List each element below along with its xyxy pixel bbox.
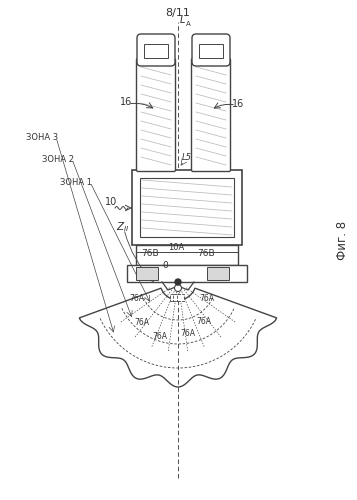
Text: 76A: 76A [199, 294, 214, 304]
Text: 76A: 76A [180, 330, 195, 338]
Text: A: A [186, 21, 191, 27]
Text: L: L [180, 15, 185, 25]
Bar [132, 170, 242, 245]
Text: 16: 16 [232, 99, 244, 109]
Text: 16: 16 [120, 97, 132, 107]
Text: 76A: 76A [135, 318, 150, 326]
Text: 76A: 76A [196, 316, 211, 326]
Bar [207, 267, 229, 280]
Text: Фиг. 8: Фиг. 8 [336, 220, 348, 260]
Bar [127, 265, 247, 282]
Bar [170, 294, 177, 300]
Text: 76A: 76A [152, 332, 167, 342]
Text: 8/11: 8/11 [166, 8, 190, 18]
Bar [177, 294, 184, 302]
Circle shape [175, 279, 181, 285]
Text: 0: 0 [162, 261, 168, 270]
Bar [173, 294, 180, 302]
Circle shape [175, 284, 181, 292]
Bar [136, 245, 238, 265]
FancyBboxPatch shape [192, 34, 230, 66]
FancyBboxPatch shape [137, 34, 175, 66]
Polygon shape [79, 288, 277, 387]
FancyBboxPatch shape [191, 58, 231, 172]
Text: 10: 10 [105, 197, 117, 207]
FancyBboxPatch shape [136, 58, 176, 172]
Bar [144, 44, 168, 58]
Bar [140, 178, 234, 237]
Text: $Z_{II}$: $Z_{II}$ [116, 220, 130, 234]
Bar [199, 44, 223, 58]
Text: ЗОНА 3: ЗОНА 3 [26, 133, 58, 142]
Text: L5: L5 [182, 153, 192, 162]
Text: 76B: 76B [141, 248, 159, 258]
Text: ЗОНА 2: ЗОНА 2 [42, 155, 74, 164]
Bar [136, 267, 158, 280]
Text: 76A: 76A [129, 294, 144, 303]
Text: 10A: 10A [168, 243, 184, 252]
Text: ЗОНА 1: ЗОНА 1 [60, 178, 92, 187]
Text: 76B: 76B [197, 248, 215, 258]
